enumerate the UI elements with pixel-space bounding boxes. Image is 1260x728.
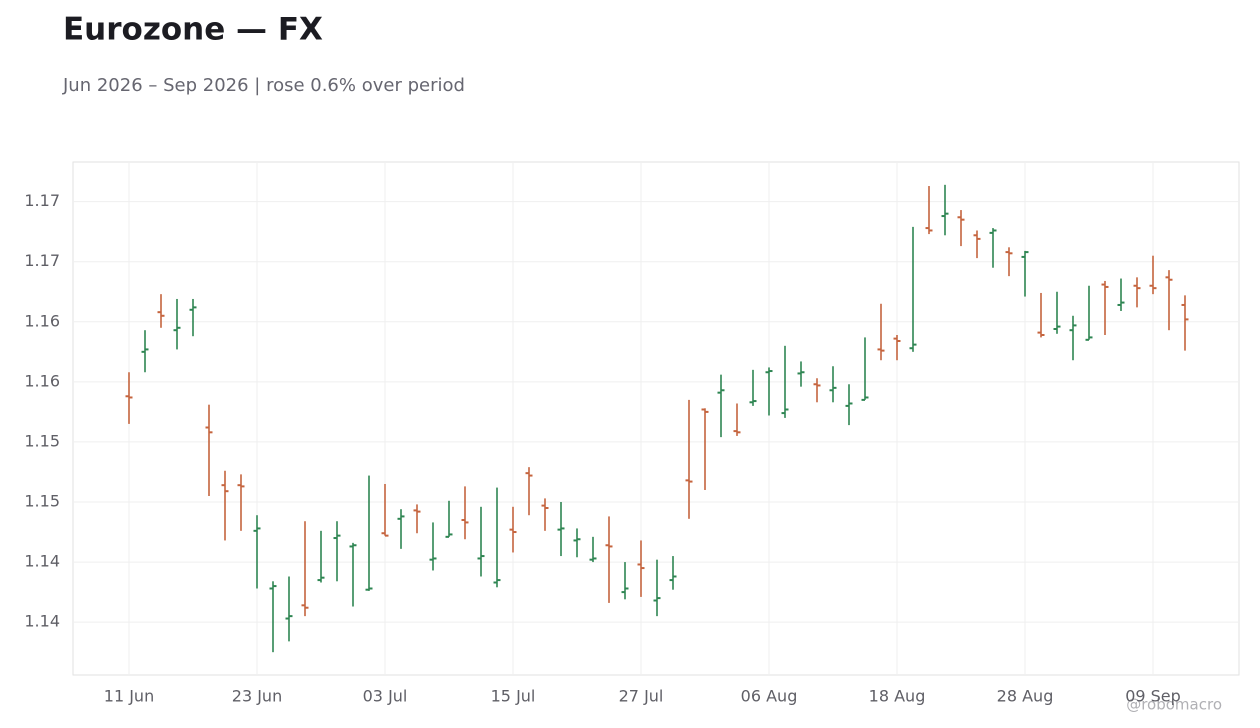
y-tick-label: 1.14 bbox=[24, 552, 60, 571]
y-tick-label: 1.15 bbox=[24, 491, 60, 510]
plot-frame bbox=[72, 161, 1240, 676]
y-tick-label: 1.16 bbox=[24, 311, 60, 330]
chart-title: Eurozone — FX bbox=[63, 12, 323, 48]
x-tick-label: 28 Aug bbox=[997, 687, 1054, 706]
y-tick-label: 1.14 bbox=[24, 612, 60, 631]
x-tick-label: 23 Jun bbox=[232, 687, 282, 706]
x-tick-label: 18 Aug bbox=[869, 687, 926, 706]
y-tick-label: 1.17 bbox=[24, 251, 60, 270]
chart-subtitle: Jun 2026 – Sep 2026 | rose 0.6% over per… bbox=[62, 75, 465, 96]
y-tick-label: 1.16 bbox=[24, 371, 60, 390]
x-tick-label: 15 Jul bbox=[491, 687, 536, 706]
x-tick-label: 06 Aug bbox=[741, 687, 798, 706]
x-tick-label: 03 Jul bbox=[363, 687, 408, 706]
x-tick-label: 09 Sep bbox=[1125, 687, 1181, 706]
y-tick-label: 1.15 bbox=[24, 431, 60, 450]
x-tick-label: 27 Jul bbox=[619, 687, 664, 706]
y-tick-label: 1.17 bbox=[24, 191, 60, 210]
watermark: @robomacro bbox=[1126, 696, 1222, 714]
x-tick-label: 11 Jun bbox=[104, 687, 154, 706]
